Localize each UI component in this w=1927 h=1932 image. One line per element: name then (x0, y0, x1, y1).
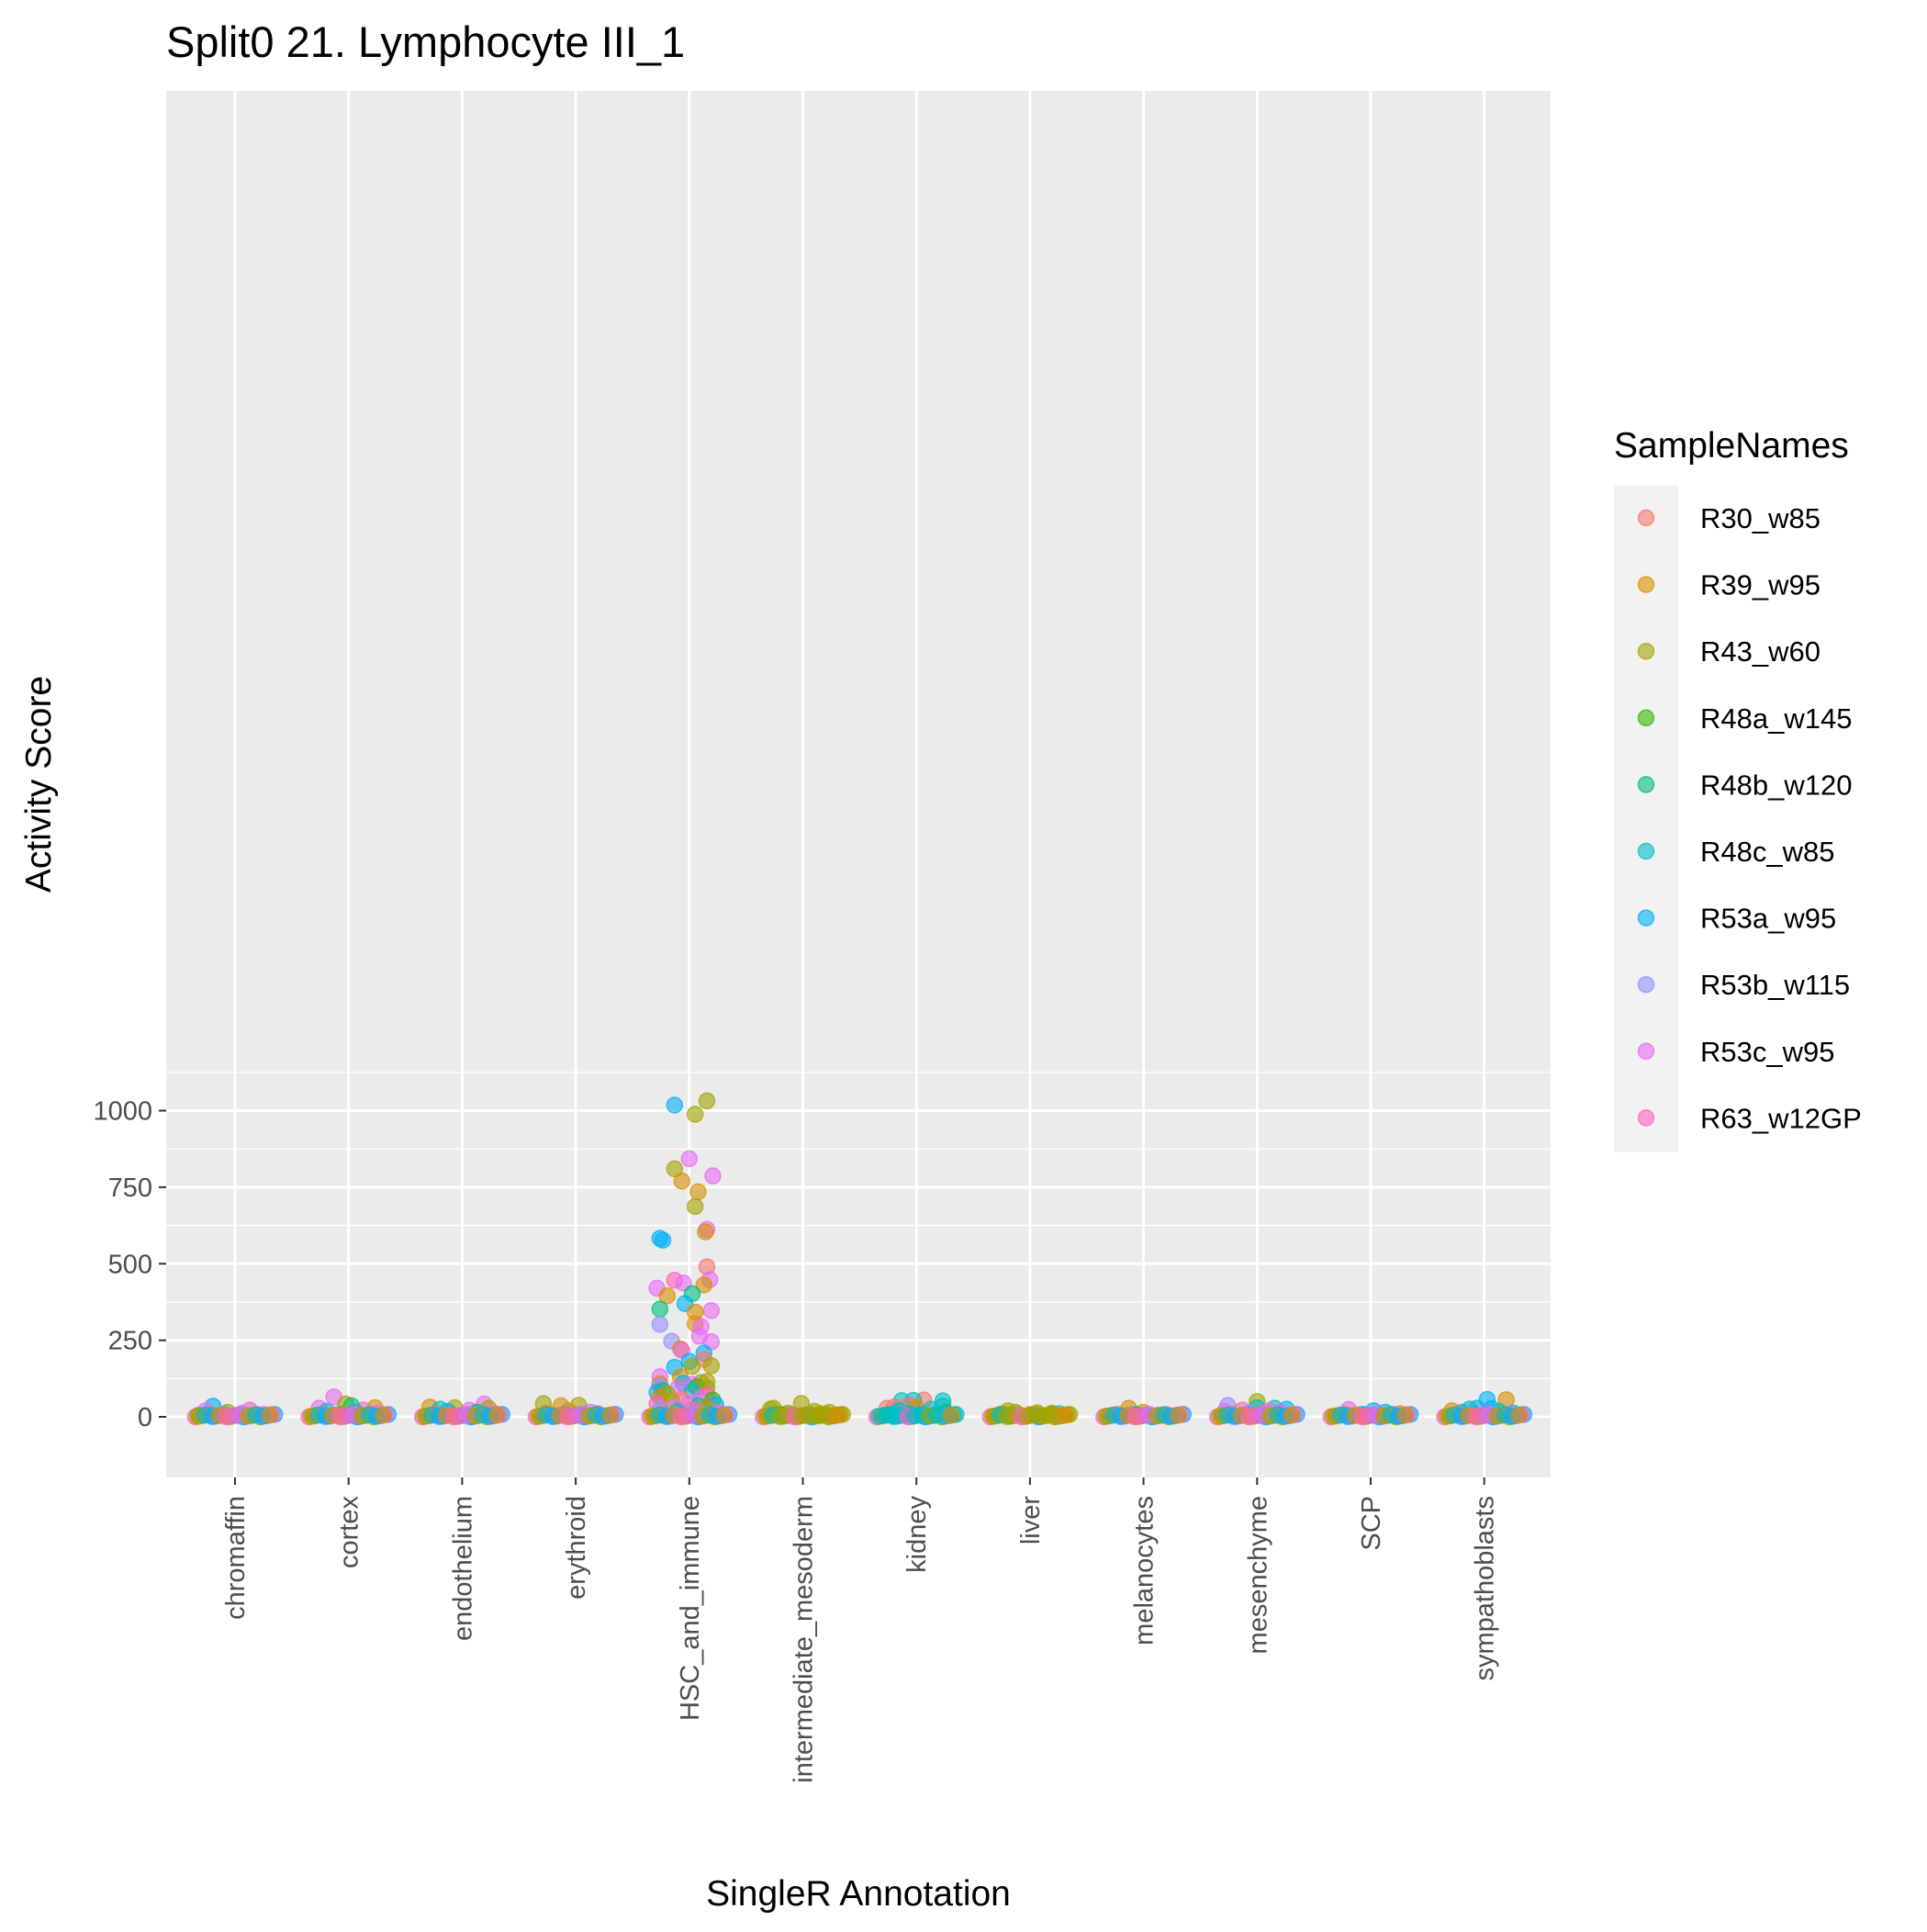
data-points (186, 1092, 1533, 1426)
data-point (689, 1183, 707, 1201)
legend-key (1637, 642, 1655, 660)
legend-key (1637, 842, 1655, 860)
data-point (1170, 1406, 1187, 1424)
y-axis-title: Activity Score (19, 676, 59, 893)
legend-key (1637, 709, 1655, 727)
x-tick-label: sympathoblasts (1471, 1496, 1500, 1681)
legend-key (1637, 576, 1655, 593)
x-tick-label: mesenchyme (1243, 1496, 1272, 1654)
data-point (651, 1316, 669, 1333)
legend-key (1637, 1042, 1655, 1061)
data-point (1396, 1406, 1415, 1424)
data-point (1283, 1406, 1301, 1424)
legend-title: SampleNames (1614, 426, 1849, 466)
legend-label: R53c_w95 (1700, 1036, 1834, 1068)
legend-key (1637, 509, 1655, 527)
legend-label: R30_w85 (1700, 502, 1821, 534)
data-point (666, 1160, 684, 1178)
data-point (680, 1150, 699, 1168)
data-point (698, 1092, 716, 1110)
x-axis: chromaffin cortex endothelium erythroid HSC_… (221, 1477, 1500, 1783)
legend-label: R48a_w145 (1700, 702, 1852, 735)
legend-key (1637, 1109, 1655, 1127)
data-point (702, 1302, 721, 1320)
y-tick-label: 500 (108, 1250, 152, 1279)
legend-label: R43_w60 (1700, 635, 1821, 668)
data-point (1056, 1406, 1074, 1424)
data-point (683, 1357, 701, 1376)
x-tick-label: intermediate_mesoderm (790, 1496, 819, 1783)
legend-key (1637, 776, 1655, 793)
x-tick-label: erythroid (562, 1496, 591, 1600)
data-point (1510, 1406, 1528, 1424)
legend-label: R63_w12GP (1700, 1102, 1862, 1134)
data-point (375, 1406, 392, 1424)
y-tick-label: 250 (108, 1327, 152, 1356)
y-tick-label: 1000 (93, 1097, 152, 1127)
x-tick-label: HSC_and_immune (676, 1496, 705, 1721)
data-point (601, 1406, 620, 1424)
data-point (686, 1106, 704, 1123)
x-tick-label: endothelium (448, 1496, 477, 1641)
legend: SampleNames R30_w85 R39_w95 R43_w60 R48a_w1… (1614, 426, 1862, 1152)
x-axis-title: SingleR Annotation (706, 1874, 1011, 1914)
x-tick-label: cortex (335, 1496, 364, 1568)
y-tick-label: 0 (138, 1403, 152, 1432)
legend-label: R53a_w95 (1700, 903, 1836, 935)
data-point (651, 1300, 669, 1318)
data-point (829, 1406, 846, 1424)
grid (166, 91, 1551, 1477)
data-point (666, 1096, 684, 1114)
legend-key (1637, 909, 1655, 927)
data-point (942, 1406, 960, 1424)
data-point (695, 1276, 713, 1294)
data-point (715, 1406, 734, 1424)
x-tick-label: kidney (902, 1496, 932, 1573)
legend-label: R48b_w120 (1700, 769, 1852, 801)
legend-key-background (1614, 486, 1678, 1152)
legend-label: R48c_w85 (1700, 836, 1834, 868)
x-tick-label: melanocytes (1130, 1496, 1160, 1646)
data-point (261, 1406, 279, 1424)
data-point (697, 1223, 714, 1241)
x-tick-label: liver (1016, 1496, 1046, 1545)
y-tick-label: 750 (108, 1174, 152, 1203)
data-point (702, 1357, 721, 1375)
legend-label: R53b_w115 (1700, 969, 1850, 1001)
x-tick-label: SCP (1357, 1496, 1386, 1551)
x-tick-label: chromaffin (221, 1496, 251, 1620)
plot-panel (166, 91, 1551, 1477)
data-point (488, 1406, 506, 1424)
legend-label: R39_w95 (1700, 569, 1821, 601)
data-point (673, 1172, 691, 1190)
data-point (654, 1231, 672, 1249)
data-point (704, 1167, 722, 1185)
data-point (686, 1197, 704, 1216)
data-point (658, 1287, 677, 1305)
legend-key (1637, 975, 1655, 994)
y-axis: 0 250 500 750 1000 (93, 1097, 166, 1432)
plot-title: Split0 21. Lymphocyte III_1 (166, 17, 685, 66)
